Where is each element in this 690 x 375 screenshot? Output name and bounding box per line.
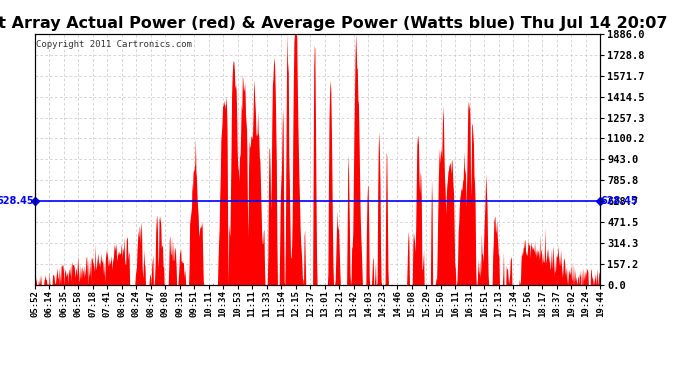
Text: Copyright 2011 Cartronics.com: Copyright 2011 Cartronics.com	[36, 40, 192, 49]
Title: East Array Actual Power (red) & Average Power (Watts blue) Thu Jul 14 20:07: East Array Actual Power (red) & Average …	[0, 16, 668, 31]
Text: 628.45: 628.45	[0, 183, 3, 220]
Text: 628.45: 628.45	[0, 196, 34, 206]
Text: 628.45: 628.45	[601, 196, 638, 206]
